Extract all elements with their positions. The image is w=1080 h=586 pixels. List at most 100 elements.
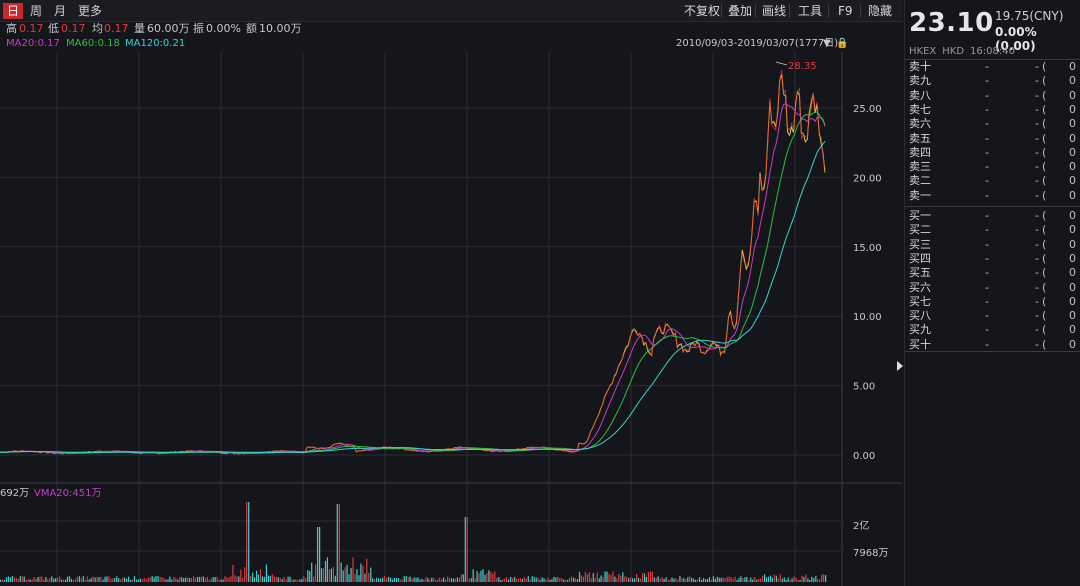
volume-bar [527, 576, 529, 582]
orderbook-divider [905, 59, 1080, 60]
ask-volume: 0 [1069, 188, 1076, 202]
volume-bar [179, 576, 181, 582]
volume-bar [762, 575, 764, 582]
date-range: 2010/09/03-2019/03/07(1777日) [676, 38, 839, 49]
volume-bar [37, 577, 39, 582]
ask-row[interactable]: 卖六 - -(0 [905, 117, 1080, 131]
volume-bar [744, 577, 746, 582]
volume-bar [240, 569, 242, 582]
volume-bar [126, 578, 128, 582]
no-adjust-button[interactable]: 不复权 [684, 4, 721, 18]
bid-paren: ( [1042, 309, 1047, 323]
ask-price: - [985, 102, 989, 116]
volume-bar [86, 576, 88, 582]
bid-row[interactable]: 买一 - -(0 [905, 209, 1080, 223]
high-marker-pointer [775, 61, 788, 66]
volume-bar [671, 577, 673, 582]
volume-bar [320, 568, 323, 582]
ask-row[interactable]: 卖一 - -(0 [905, 189, 1080, 203]
volume-bar [720, 577, 722, 582]
ask-level-label: 卖八 [909, 88, 931, 102]
volume-bar [382, 577, 384, 582]
bid-row[interactable]: 买五 - -(0 [905, 266, 1080, 280]
bid-change: - [1035, 223, 1039, 237]
bid-row[interactable]: 买六 - -(0 [905, 281, 1080, 295]
volume-bar [452, 578, 455, 582]
tab-daily[interactable]: 日 [3, 3, 24, 19]
ma20-line [0, 103, 826, 455]
volume-bar [385, 578, 388, 582]
volume-bar [90, 578, 92, 582]
volume-bar [543, 578, 545, 582]
volume-bar [265, 564, 267, 582]
ask-paren: ( [1042, 88, 1047, 102]
bid-row[interactable]: 买七 - -(0 [905, 295, 1080, 309]
ask-row[interactable]: 卖四 - -(0 [905, 146, 1080, 160]
bid-price: - [985, 209, 989, 222]
tools-button[interactable]: 工具 [798, 4, 823, 18]
volume-bar [275, 577, 277, 582]
volume-bar [620, 575, 622, 582]
volume-bar [254, 577, 256, 582]
tab-weekly[interactable]: 周 [30, 4, 43, 18]
volume-bar [143, 577, 145, 582]
volume-bar [393, 577, 395, 582]
ask-paren: ( [1042, 174, 1047, 188]
tab-monthly[interactable]: 月 [54, 4, 67, 18]
ask-row[interactable]: 卖九 - -(0 [905, 74, 1080, 88]
collapse-arrow-icon[interactable] [897, 360, 903, 372]
bid-row[interactable]: 买九 - -(0 [905, 323, 1080, 337]
price-line [0, 74, 826, 455]
y-tick-label: 0.00 [853, 451, 875, 462]
ask-row[interactable]: 卖十 - -(0 [905, 60, 1080, 74]
ask-row[interactable]: 卖七 - -(0 [905, 103, 1080, 117]
dropdown-triangle-icon[interactable]: ▼ [823, 38, 831, 49]
bid-row[interactable]: 买四 - -(0 [905, 252, 1080, 266]
volume-bar [750, 577, 752, 582]
volume-bar [537, 577, 539, 582]
ma60-legend: MA60:0.18 [66, 38, 120, 49]
volume-bar [476, 571, 478, 582]
bid-row[interactable]: 买二 - -(0 [905, 223, 1080, 237]
volume-bar [407, 577, 409, 582]
ask-change: - [1035, 60, 1039, 73]
volume-bar [718, 577, 720, 582]
volume-bar [506, 576, 508, 582]
ask-volume: 0 [1069, 60, 1076, 73]
volume-bar [460, 574, 462, 582]
f9-button[interactable]: F9 [838, 4, 853, 18]
volume-bar [813, 578, 815, 582]
volume-bar [354, 573, 356, 582]
ask-row[interactable]: 卖二 - -(0 [905, 174, 1080, 188]
volume-bar [216, 576, 218, 582]
bid-paren: ( [1042, 323, 1047, 337]
price-chart: 25.00 20.00 15.00 10.00 5.00 0.00 692万 VMA20:45… [0, 52, 902, 586]
volume-bar [643, 573, 646, 582]
volume-bar [269, 575, 271, 582]
overlay-button[interactable]: 叠加 [728, 4, 753, 18]
lock-icon[interactable]: 🔒 [836, 38, 849, 49]
toolbar-divider [860, 4, 861, 18]
ask-row[interactable]: 卖三 - -(0 [905, 160, 1080, 174]
volume-bar [716, 576, 718, 582]
ask-row[interactable]: 卖五 - -(0 [905, 132, 1080, 146]
volume-bar [496, 577, 498, 582]
tab-more[interactable]: 更多 [78, 4, 103, 18]
ma120-legend: MA120:0.21 [125, 38, 186, 49]
volume-bar [100, 576, 102, 582]
bid-row[interactable]: 买八 - -(0 [905, 309, 1080, 323]
high-label: 高 [6, 22, 17, 35]
volume-bar [328, 569, 330, 582]
bid-row[interactable]: 买十 - -(0 [905, 338, 1080, 352]
volume-bar [754, 577, 756, 582]
bid-level-label: 买六 [909, 280, 931, 294]
draw-line-button[interactable]: 画线 [762, 4, 787, 18]
volume-bar [706, 579, 709, 582]
volume-bar [41, 576, 43, 582]
volume-bar [244, 567, 246, 582]
hide-button[interactable]: 隐藏 [868, 4, 893, 18]
bid-row[interactable]: 买三 - -(0 [905, 238, 1080, 252]
amplitude-value: 0.00% [206, 22, 241, 35]
volume-bar [17, 579, 19, 582]
ask-row[interactable]: 卖八 - -(0 [905, 89, 1080, 103]
